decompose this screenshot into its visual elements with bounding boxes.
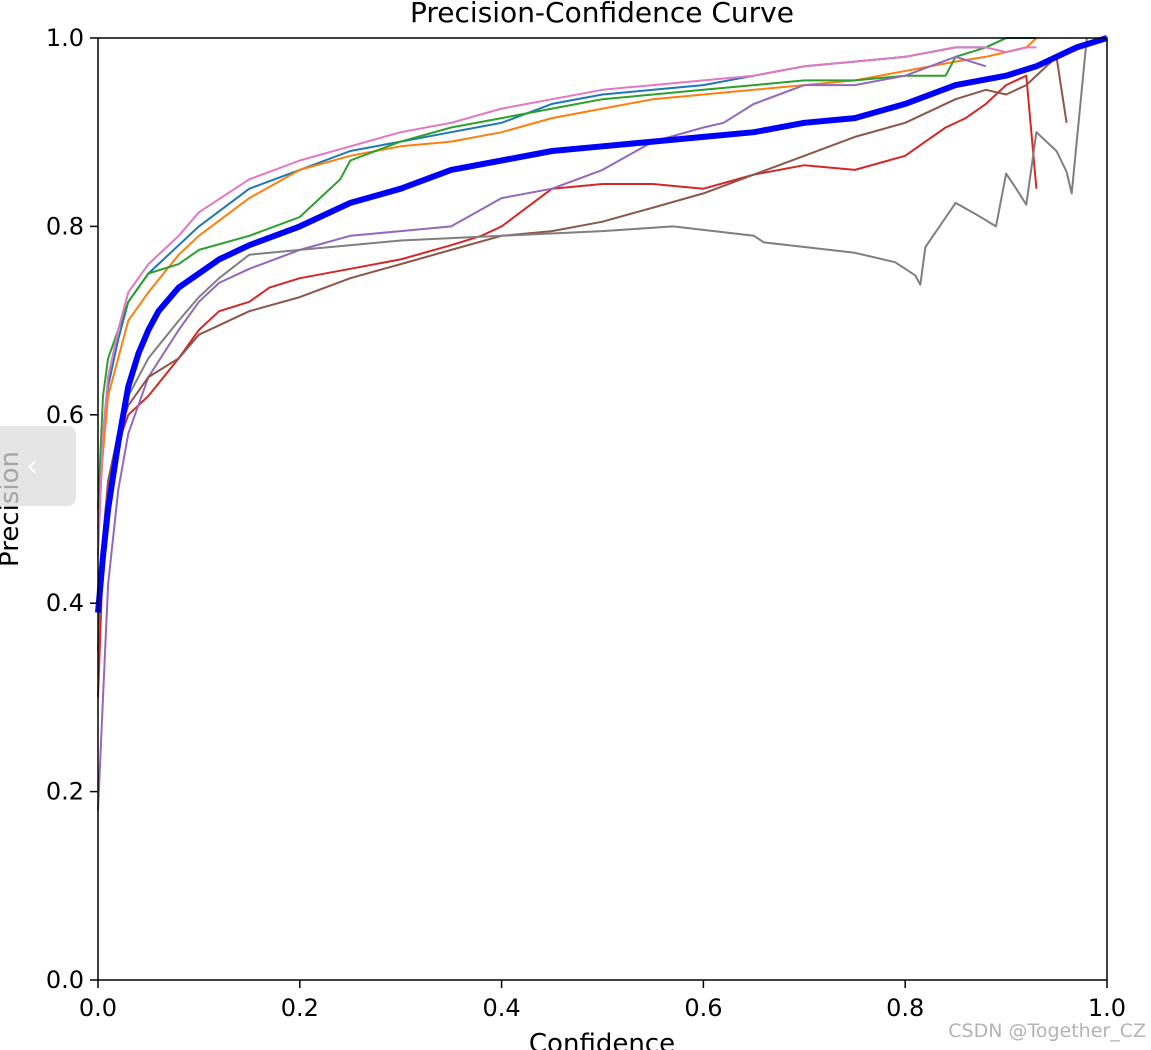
x-tick-label: 0.0 (79, 994, 117, 1022)
x-tick-label: 0.6 (684, 994, 722, 1022)
y-tick-label: 1.0 (46, 24, 84, 52)
y-tick-label: 0.4 (46, 589, 84, 617)
x-axis-ticks: 0.0 0.2 0.4 0.6 0.8 1.0 (79, 980, 1126, 1022)
series-layer (95, 35, 1108, 811)
x-tick-label: 1.0 (1088, 994, 1126, 1022)
series-line-8 (97, 37, 1088, 604)
chart-title: Precision-Confidence Curve (410, 0, 794, 29)
x-tick-label: 0.4 (483, 994, 521, 1022)
y-tick-label: 0.2 (46, 778, 84, 806)
watermark-text: CSDN @Together_CZ (948, 1020, 1146, 1042)
y-tick-label: 0.0 (46, 966, 84, 994)
series-line-9 (95, 35, 1108, 613)
x-tick-label: 0.2 (281, 994, 319, 1022)
series-line-2 (97, 37, 1038, 528)
chevron-left-icon: ‹ (26, 448, 38, 484)
x-tick-label: 0.8 (886, 994, 924, 1022)
series-line-4 (97, 74, 1038, 698)
series-line-3 (97, 37, 1007, 510)
y-tick-label: 0.8 (46, 212, 84, 240)
y-tick-label: 0.6 (46, 401, 84, 429)
series-line-5 (97, 55, 987, 811)
plot-frame (97, 37, 1108, 981)
series-line-7 (97, 46, 1037, 557)
collapse-sidebar-tab[interactable]: ‹ (0, 426, 76, 506)
y-axis-ticks: 0.0 0.2 0.4 0.6 0.8 1.0 (46, 24, 98, 994)
x-axis-title: Confidence (529, 1029, 675, 1050)
